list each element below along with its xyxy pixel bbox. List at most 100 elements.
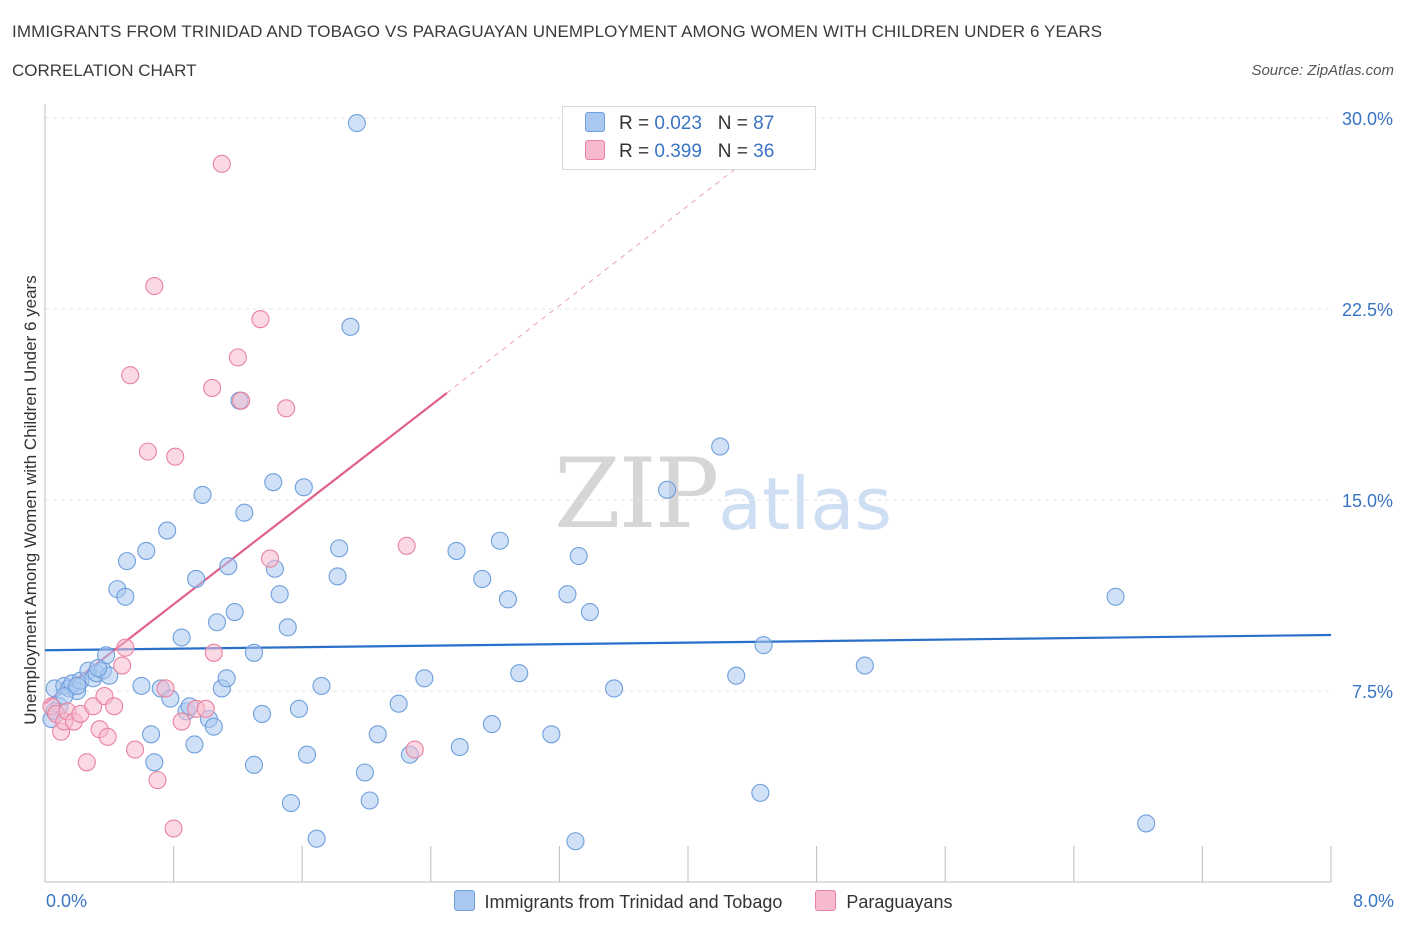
point-trinidad (116, 587, 135, 606)
point-trinidad (558, 585, 577, 604)
point-paraguayans (105, 697, 124, 716)
legend-label-paraguayans: Paraguayans (846, 892, 953, 912)
point-paraguayans (172, 712, 191, 731)
point-trinidad (278, 618, 297, 637)
point-trinidad (137, 541, 156, 560)
point-trinidad (1106, 587, 1125, 606)
chart-legend: Immigrants from Trinidad and Tobago Para… (0, 890, 1406, 913)
watermark-atlas: atlas (718, 462, 892, 546)
point-trinidad (312, 676, 331, 695)
x-tick-label-max: 8.0% (1352, 891, 1394, 911)
point-trinidad (235, 503, 254, 522)
trend-extension-paraguayans (446, 130, 785, 394)
point-trinidad (185, 735, 204, 754)
point-trinidad (542, 725, 561, 744)
point-trinidad (193, 485, 212, 504)
axes (44, 104, 1332, 883)
point-paraguayans (121, 366, 140, 385)
point-trinidad (754, 636, 773, 655)
point-paraguayans (148, 771, 167, 790)
data-points (42, 114, 1156, 851)
point-trinidad (297, 745, 317, 764)
chart-source: Source: ZipAtlas.com (1251, 62, 1394, 79)
point-trinidad (244, 755, 264, 774)
point-paraguayans (260, 549, 280, 568)
point-paraguayans (156, 679, 175, 698)
point-paraguayans (84, 697, 103, 716)
point-trinidad (217, 669, 236, 688)
watermark-zip: ZIP (554, 438, 719, 550)
point-trinidad (727, 666, 746, 685)
point-paraguayans (405, 740, 424, 759)
point-trinidad (368, 725, 387, 744)
point-trinidad (97, 646, 116, 665)
point-trinidad (360, 791, 379, 810)
point-trinidad (450, 737, 469, 757)
point-paraguayans (145, 277, 164, 296)
correlation-stats-box: R = 0.023 N = 87 R = 0.399 N = 36 (562, 106, 816, 170)
y-tick-label: 7.5% (1352, 682, 1393, 702)
point-trinidad (88, 659, 108, 678)
point-trinidad (145, 753, 164, 772)
point-trinidad (132, 676, 151, 695)
stats-r-label: R = (619, 141, 655, 162)
point-paraguayans (166, 447, 185, 466)
stats-r-value: 0.023 (654, 113, 702, 134)
point-trinidad (328, 567, 347, 586)
point-trinidad (264, 473, 283, 492)
point-trinidad (447, 541, 466, 560)
stats-swatch-paraguayans (585, 140, 605, 160)
stats-swatch-trinidad (585, 112, 605, 132)
legend-item-paraguayans[interactable]: Paraguayans (815, 890, 952, 913)
stats-r-value: 0.399 (654, 141, 702, 162)
point-paraguayans (251, 310, 270, 329)
point-trinidad (347, 114, 366, 133)
point-paraguayans (113, 656, 132, 675)
point-paraguayans (125, 740, 145, 759)
legend-item-trinidad[interactable]: Immigrants from Trinidad and Tobago (453, 890, 783, 913)
point-trinidad (225, 603, 244, 622)
stats-n-label: N = (717, 113, 754, 134)
point-trinidad (281, 794, 300, 813)
point-trinidad (510, 664, 529, 683)
point-paraguayans (232, 391, 251, 410)
point-trinidad (355, 763, 374, 782)
point-paraguayans (203, 378, 222, 397)
point-trinidad (341, 317, 360, 336)
point-trinidad (68, 676, 87, 695)
point-trinidad (270, 585, 289, 604)
point-paraguayans (196, 699, 215, 718)
y-tick-label: 15.0% (1342, 491, 1393, 511)
point-trinidad (158, 521, 177, 540)
point-trinidad (490, 531, 509, 550)
point-paraguayans (164, 819, 183, 838)
point-paraguayans (138, 442, 157, 461)
stats-n-label: N = (717, 141, 754, 162)
legend-swatch-paraguayans (815, 890, 837, 911)
point-trinidad (855, 656, 874, 675)
point-trinidad (389, 694, 408, 713)
stats-n-value: 36 (753, 141, 775, 162)
point-trinidad (1137, 814, 1156, 833)
point-trinidad (580, 603, 599, 622)
stats-row-trinidad: R = 0.023 N = 87 (585, 112, 774, 135)
point-paraguayans (212, 154, 231, 173)
point-paraguayans (397, 536, 416, 555)
chart-subtitle: CORRELATION CHART (12, 61, 197, 80)
point-trinidad (294, 478, 313, 497)
point-paraguayans (77, 753, 96, 772)
legend-swatch-trinidad (453, 890, 475, 911)
point-trinidad (498, 590, 518, 609)
point-trinidad (658, 480, 677, 499)
legend-label-trinidad: Immigrants from Trinidad and Tobago (484, 892, 783, 912)
point-paraguayans (228, 348, 247, 367)
trend-line-trinidad (44, 633, 1332, 652)
point-trinidad (566, 832, 585, 851)
stats-n-value: 87 (753, 113, 775, 134)
point-paraguayans (204, 643, 223, 662)
point-trinidad (307, 829, 326, 848)
point-paraguayans (116, 638, 135, 657)
point-trinidad (751, 783, 770, 802)
y-tick-label: 30.0% (1342, 109, 1393, 129)
